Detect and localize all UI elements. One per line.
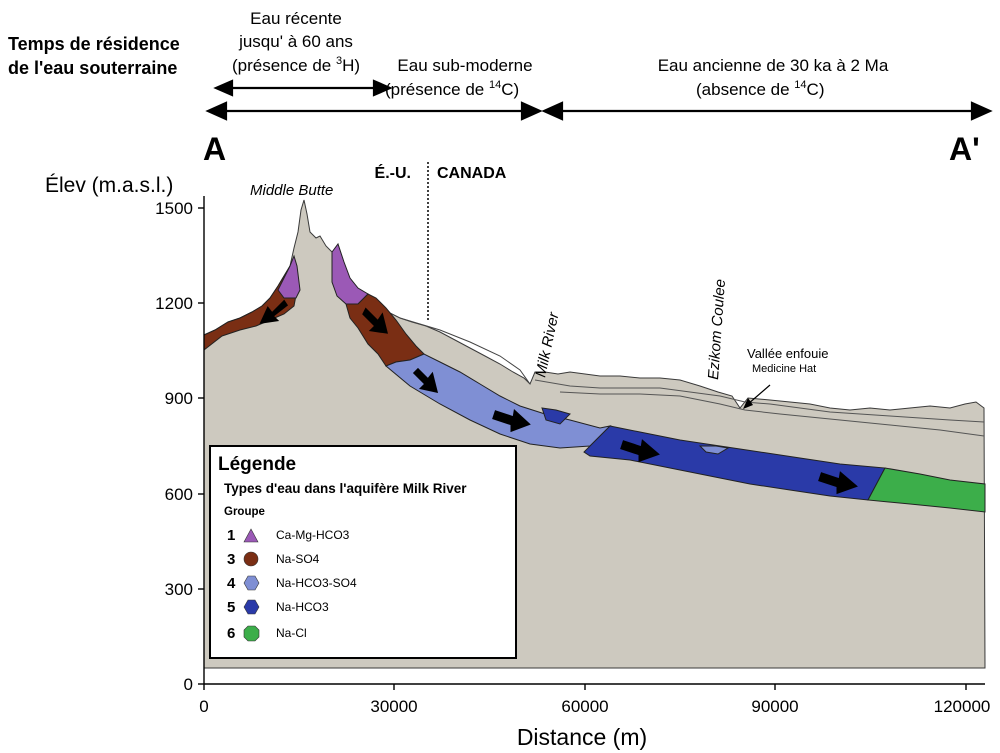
zone-na-hco3-so4-pocket bbox=[698, 445, 730, 455]
legend: Légende Types d'eau dans l'aquifère Milk… bbox=[209, 445, 517, 659]
submodern-water-line1: Eau sub-moderne bbox=[397, 56, 532, 75]
ancient-arrow-head-right bbox=[970, 101, 993, 121]
zone-na-hco3-so4 bbox=[385, 353, 612, 449]
axes bbox=[198, 196, 985, 690]
border-label-us: É.-U. bbox=[375, 163, 411, 182]
legend-num-3: 3 bbox=[227, 551, 235, 568]
legend-subtitle: Types d'eau dans l'aquifère Milk River bbox=[224, 481, 467, 496]
legend-label-1: Ca-Mg-HCO3 bbox=[276, 528, 350, 542]
submodern-arrow-head-left bbox=[205, 101, 228, 121]
legend-label-5: Na-HCO3 bbox=[276, 600, 329, 614]
recent-arrow-head-left bbox=[213, 79, 234, 97]
x-tick-labels: 0 30000 60000 90000 120000 bbox=[199, 697, 990, 716]
legend-hexagon-dark-icon bbox=[243, 599, 260, 615]
milk-river-label: Milk River bbox=[532, 310, 563, 379]
flow-arrow-6 bbox=[818, 471, 858, 495]
recent-water-line1: Eau récente bbox=[250, 9, 342, 28]
recent-water-line2: jusqu' à 60 ans bbox=[238, 32, 353, 51]
x-tick-label-0: 0 bbox=[199, 697, 208, 716]
y-tick-label-1200: 1200 bbox=[155, 294, 193, 313]
y-tick-label-1500: 1500 bbox=[155, 199, 193, 218]
stratum-line-lower bbox=[559, 391, 985, 437]
section-start-label: A bbox=[203, 131, 226, 167]
zone-na-cl bbox=[867, 467, 986, 513]
legend-box bbox=[209, 445, 517, 659]
y-axis-label: Élev (m.a.s.l.) bbox=[45, 174, 173, 197]
submodern-water-line2: (présence de 14C) bbox=[385, 79, 519, 99]
legend-triangle-icon bbox=[243, 528, 259, 543]
residence-title-line2: de l'eau souterraine bbox=[8, 58, 177, 78]
legend-num-6: 6 bbox=[227, 625, 235, 642]
legend-num-4: 4 bbox=[227, 575, 236, 592]
legend-title: Légende bbox=[218, 454, 296, 475]
y-tick-label-300: 300 bbox=[165, 580, 193, 599]
legend-num-5: 5 bbox=[227, 599, 235, 616]
flow-arrows bbox=[259, 299, 858, 495]
recent-water-line3: (présence de 3H) bbox=[232, 55, 360, 75]
terrain-top-shallow bbox=[399, 317, 531, 385]
y-tick-label-900: 900 bbox=[165, 389, 193, 408]
legend-hexagon-light-icon bbox=[243, 575, 260, 591]
zone-ca-mg-hco3-right bbox=[331, 242, 369, 305]
ancient-water-line1: Eau ancienne de 30 ka à 2 Ma bbox=[658, 56, 889, 75]
flow-arrow-3 bbox=[412, 367, 439, 393]
y-tick-label-600: 600 bbox=[165, 485, 193, 504]
x-tick-label-90000: 90000 bbox=[751, 697, 798, 716]
flow-arrow-4 bbox=[492, 409, 531, 433]
buried-valley-pointer-head bbox=[743, 398, 753, 409]
x-tick-label-120000: 120000 bbox=[934, 697, 991, 716]
legend-label-6: Na-Cl bbox=[276, 626, 307, 640]
buried-valley-label-line2: Medicine Hat bbox=[752, 363, 816, 375]
buried-valley-pointer bbox=[747, 384, 771, 405]
ezikom-coulee-label: Ezikom Coulee bbox=[705, 278, 729, 380]
legend-circle-icon bbox=[243, 551, 259, 567]
flow-arrow-2 bbox=[362, 307, 388, 334]
ancient-water-line2: (absence de 14C) bbox=[696, 79, 825, 99]
residence-title-line1: Temps de résidence bbox=[8, 34, 180, 54]
border-label-canada: CANADA bbox=[437, 165, 507, 182]
middle-butte-label: Middle Butte bbox=[250, 182, 333, 199]
flow-arrow-1 bbox=[259, 299, 289, 324]
legend-label-3: Na-SO4 bbox=[276, 552, 320, 566]
section-end-label: A' bbox=[949, 131, 980, 167]
x-tick-label-60000: 60000 bbox=[561, 697, 608, 716]
submodern-arrow-head-right bbox=[520, 101, 543, 121]
x-tick-label-30000: 30000 bbox=[370, 697, 417, 716]
legend-group-label: Groupe bbox=[224, 506, 265, 518]
legend-octagon-icon bbox=[243, 625, 260, 642]
zone-na-hco3-pocket bbox=[541, 407, 571, 425]
x-axis-label: Distance (m) bbox=[517, 724, 647, 750]
y-tick-label-0: 0 bbox=[184, 675, 193, 694]
ancient-arrow-head-left bbox=[541, 101, 564, 121]
residence-arrows bbox=[205, 79, 993, 121]
flow-arrow-5 bbox=[620, 439, 660, 463]
y-tick-labels: 0 300 600 900 1200 1500 bbox=[155, 199, 193, 694]
stratum-line-upper bbox=[534, 379, 985, 423]
legend-num-1: 1 bbox=[227, 527, 235, 544]
zone-na-hco3 bbox=[583, 425, 886, 501]
zone-ca-mg-hco3-left bbox=[277, 254, 301, 299]
buried-valley-label-line1: Vallée enfouie bbox=[747, 346, 828, 361]
legend-label-4: Na-HCO3-SO4 bbox=[276, 576, 357, 590]
recent-arrow-head-right bbox=[372, 79, 393, 97]
